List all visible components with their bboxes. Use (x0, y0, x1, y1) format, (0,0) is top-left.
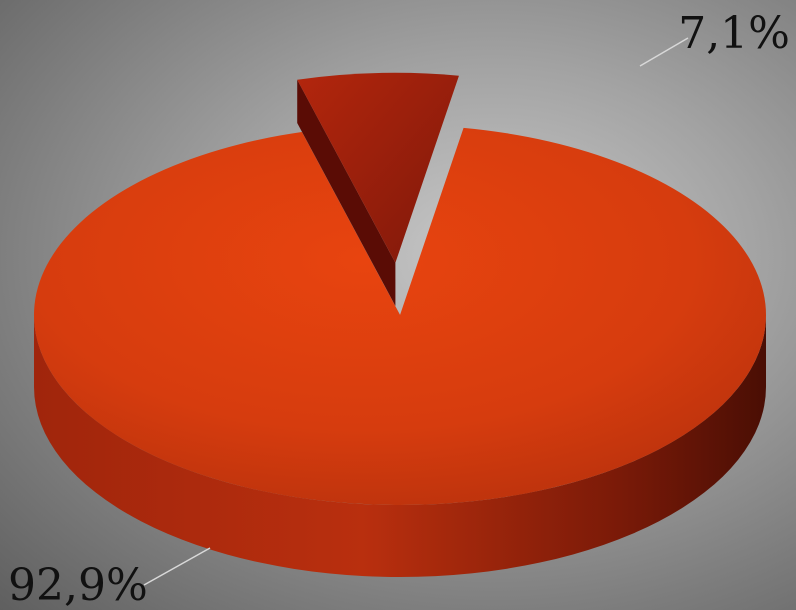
pie-slice-top (297, 72, 459, 263)
data-label-0: 92,9% (8, 560, 148, 610)
leader-line-1 (639, 37, 689, 67)
pie-slice-top (34, 127, 767, 505)
pie-slice-side (34, 315, 766, 577)
data-label-1: 7,1% (678, 8, 790, 59)
pie-slice-cut-face (297, 79, 396, 307)
leader-line-0 (143, 547, 211, 586)
pie-slice-1 (297, 72, 459, 307)
pie-slice-0 (34, 127, 767, 577)
